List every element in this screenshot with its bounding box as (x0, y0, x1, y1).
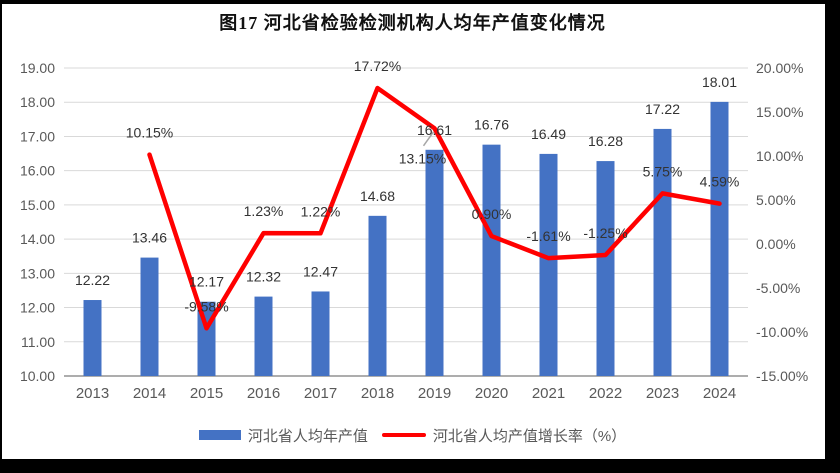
right-axis-tick: 20.00% (756, 60, 803, 76)
x-axis-label: 2013 (76, 385, 109, 402)
right-axis-tick: 10.00% (756, 148, 803, 164)
bar-2016 (254, 296, 273, 376)
left-axis-tick: 19.00 (20, 60, 55, 76)
right-axis-tick: -15.00% (756, 368, 808, 384)
line-series-swatch-icon (381, 433, 426, 437)
bar-value-label: 16.49 (531, 126, 566, 142)
chart-title: 图17 河北省检验检测机构人均年产值变化情况 (219, 13, 606, 33)
bar-value-label: 12.22 (75, 272, 110, 288)
x-axis-label: 2020 (475, 385, 508, 402)
growth-rate-label: -9.58% (184, 298, 228, 314)
bar-value-label: 17.22 (645, 101, 680, 117)
bar-2023 (653, 128, 672, 376)
left-axis-tick: 16.00 (20, 163, 55, 179)
bar-2018 (368, 215, 387, 376)
right-axis-tick: 15.00% (756, 104, 803, 120)
x-axis-label: 2024 (703, 385, 736, 402)
bar-2019 (425, 149, 444, 376)
left-axis-tick: 10.00 (20, 368, 55, 384)
legend-label-bar-series: 河北省人均年产值 (247, 427, 368, 445)
growth-rate-label: -1.61% (526, 228, 570, 244)
bar-value-label: 12.32 (246, 269, 281, 285)
bar-value-label: 12.47 (303, 263, 338, 279)
frame-border-left (0, 0, 2, 473)
growth-rate-label: 5.75% (643, 163, 683, 179)
bar-2021 (539, 153, 558, 376)
x-axis-label: 2019 (418, 385, 451, 402)
left-axis-tick: 11.00 (21, 334, 55, 350)
bar-value-label: 16.76 (474, 117, 509, 133)
frame-border-bottom (0, 459, 840, 473)
left-axis-tick: 17.00 (20, 128, 55, 144)
bar-2020 (482, 144, 501, 376)
bar-value-label: 18.01 (702, 74, 737, 90)
x-axis-label: 2017 (304, 385, 337, 402)
left-axis-tick: 12.00 (20, 300, 55, 316)
x-axis-label: 2015 (190, 385, 223, 402)
x-axis-label: 2018 (361, 385, 394, 402)
frame-border-right (825, 0, 840, 473)
x-axis-label: 2014 (133, 385, 166, 402)
right-axis-tick: -10.00% (756, 324, 808, 340)
growth-rate-label: -1.25% (583, 225, 627, 241)
x-axis-label: 2021 (532, 385, 565, 402)
bar-2022 (596, 161, 615, 376)
growth-rate-label: 0.90% (472, 206, 512, 222)
right-axis-tick: 5.00% (756, 192, 796, 208)
bar-value-label: 16.28 (588, 133, 623, 149)
bar-value-label: 14.68 (360, 188, 395, 204)
bar-value-label: 12.17 (189, 274, 224, 290)
bar-value-label: 13.46 (132, 230, 167, 246)
frame-border-top (0, 0, 840, 4)
leader-line (422, 131, 435, 147)
growth-rate-label: 13.15% (399, 150, 446, 166)
left-axis-tick: 14.00 (20, 231, 55, 247)
growth-rate-line (147, 85, 722, 331)
legend-item-bar-series: 河北省人均年产值 (198, 425, 368, 446)
growth-rate-label: 1.23% (244, 203, 284, 219)
legend-item-line-series: 河北省人均产值增长率（%） (381, 425, 627, 446)
bar-2024 (710, 101, 729, 376)
x-axis-label: 2023 (646, 385, 679, 402)
right-axis-tick: 0.00% (756, 236, 796, 252)
bar-2017 (311, 291, 330, 376)
left-axis-tick: 18.00 (20, 94, 55, 110)
left-axis-tick: 13.00 (20, 265, 55, 281)
left-axis-tick: 15.00 (20, 197, 55, 213)
x-axis-label: 2016 (247, 385, 280, 402)
legend: 河北省人均年产值 河北省人均产值增长率（%） (0, 423, 825, 447)
bar-value-label: 16.61 (417, 122, 452, 138)
right-axis-tick: -5.00% (756, 280, 800, 296)
legend-label-line-series: 河北省人均产值增长率（%） (432, 427, 627, 445)
growth-rate-label: 4.59% (700, 174, 740, 190)
growth-rate-label: 17.72% (354, 58, 401, 74)
bar-series-swatch-icon (198, 430, 241, 440)
x-axis-label: 2022 (589, 385, 622, 402)
bar-2013 (83, 300, 102, 376)
growth-rate-label: 10.15% (126, 125, 173, 141)
bar-2014 (140, 257, 159, 376)
growth-rate-label: 1.22% (301, 203, 341, 219)
